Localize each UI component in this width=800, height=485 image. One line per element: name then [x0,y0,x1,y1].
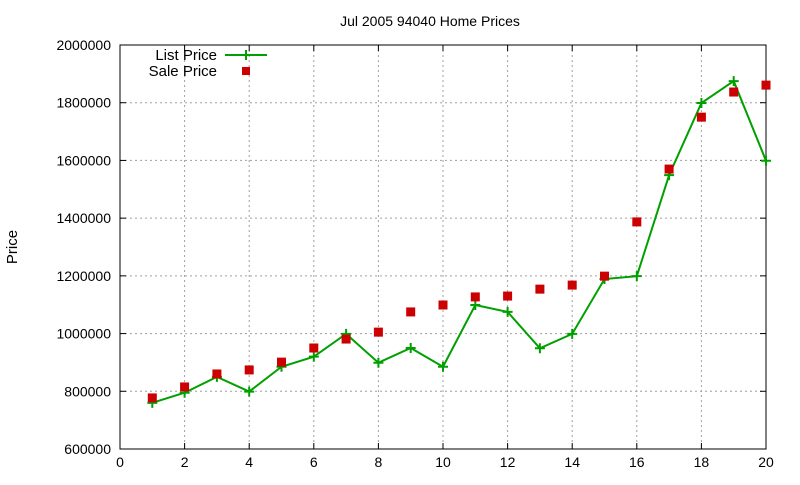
ticks: 0 2 4 6 8 10 12 14 16 18 20 600000 800000 1000000 1200… [56,37,774,470]
list-price-point [244,386,255,397]
list-price-point [696,98,707,109]
list-price-line [152,79,767,404]
sale-price-point [535,284,545,294]
y-tick-label: 1400000 [56,210,111,226]
sale-price-point [696,112,706,122]
x-tick-label: 12 [500,454,516,470]
list-price-point [761,155,771,166]
list-price-point [534,343,545,354]
y-tick-label: 800000 [64,383,111,399]
chart-title: Jul 2005 94040 Home Prices [340,13,520,29]
x-tick-label: 18 [694,454,710,470]
sale-price-point [373,327,383,337]
sale-price-point [600,271,609,281]
list-price-point [502,306,513,317]
sale-price-point [632,217,642,227]
sale-price-point [438,300,448,310]
sale-price-point [761,80,771,90]
sale-price-point [567,280,577,290]
y-tick-label: 1000000 [56,326,111,342]
sale-price-point [503,291,513,301]
legend-label-list-price: List Price [155,47,217,64]
sale-price-point [147,393,157,403]
sale-price-point [664,164,674,174]
sale-price-point [341,334,351,344]
series-layer [147,76,771,408]
legend-marker-sale-price [242,67,250,75]
list-price-point [405,343,416,353]
y-tick-label: 1200000 [56,268,111,284]
list-price-point [728,76,739,87]
x-tick-label: 0 [116,454,124,470]
x-tick-label: 2 [181,454,189,470]
grid [120,45,766,449]
y-tick-label: 2000000 [56,37,111,53]
sale-price-point [180,382,190,392]
legend-marker-list-price [241,50,251,60]
sale-price-point [244,365,254,375]
sale-price-point [212,369,222,379]
y-axis-label: Price [4,230,21,264]
y-tick-label: 600000 [64,441,111,457]
y-tick-label: 1600000 [56,152,111,168]
x-tick-label: 8 [375,454,383,470]
legend-label-sale-price: Sale Price [149,63,217,80]
list-price-point [631,271,642,282]
list-price-point [308,351,319,362]
legend: List Price Sale Price [149,47,267,80]
sale-price-point [406,307,416,317]
sale-price-point [470,292,480,302]
x-tick-label: 4 [245,454,253,470]
sale-price-point [729,87,739,97]
x-tick-label: 6 [310,454,318,470]
y-tick-label: 1800000 [56,95,111,111]
x-tick-label: 20 [758,454,774,470]
x-tick-label: 16 [629,454,645,470]
x-tick-label: 14 [564,454,580,470]
sale-price-point [309,343,319,353]
x-tick-label: 10 [435,454,451,470]
sale-price-point [277,357,286,367]
list-price-point [567,328,578,339]
list-price-point [470,300,481,311]
list-price-point [373,357,384,368]
list-price-point [438,361,448,372]
